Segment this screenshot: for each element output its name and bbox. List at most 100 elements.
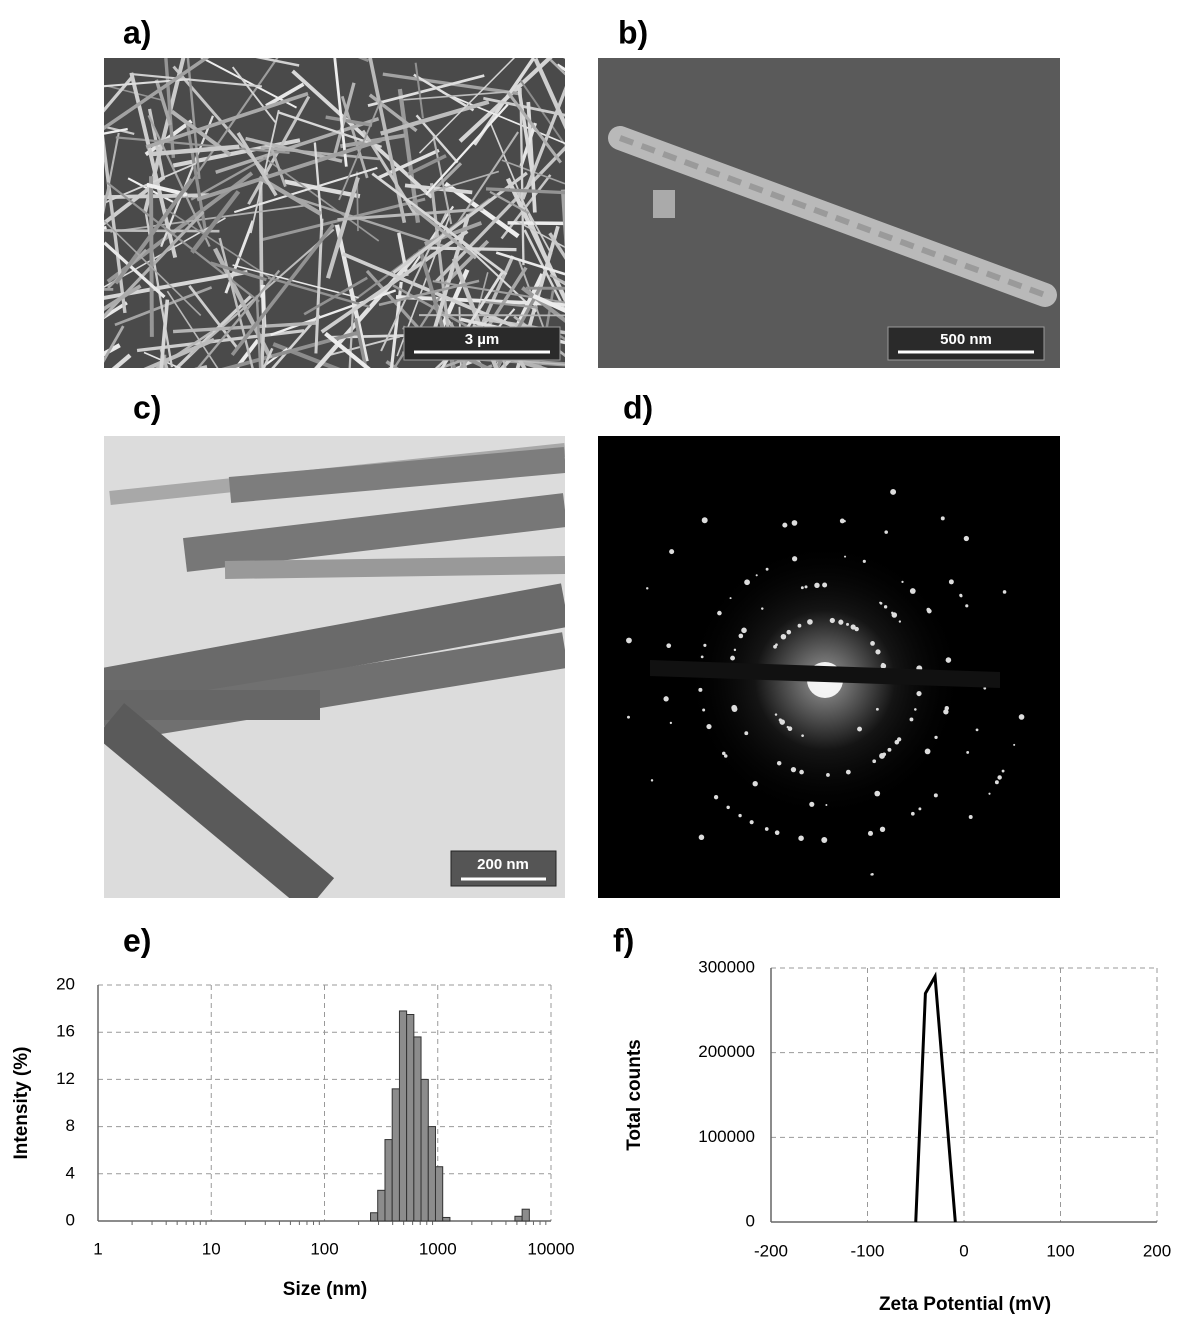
diffraction-spot [870, 641, 875, 646]
diffraction-spot [701, 655, 704, 658]
diffraction-spot [911, 812, 915, 816]
diffraction-spot [910, 588, 916, 594]
diffraction-spot [781, 634, 786, 639]
nanowire [8, 345, 119, 406]
diffraction-spot [838, 620, 843, 625]
diffraction-spot [918, 807, 921, 810]
diffraction-spot [779, 719, 784, 724]
nanowire [291, 375, 322, 410]
y-axis-label: Total counts [624, 1039, 645, 1151]
diffraction-spot [825, 804, 827, 806]
diffraction-spot [777, 761, 781, 765]
y-tick-label: 300000 [698, 957, 755, 976]
diffraction-spot [791, 767, 796, 772]
diffraction-spot [786, 630, 791, 635]
diffraction-spot [844, 556, 846, 558]
diffraction-spot [714, 795, 718, 799]
diffraction-spot [884, 530, 888, 534]
bar [421, 1079, 428, 1221]
diffraction-spot [901, 581, 903, 583]
nanowire [56, 326, 124, 446]
nanowire [151, 176, 152, 337]
diffraction-spot [1003, 590, 1007, 594]
diffraction-spot [879, 602, 881, 604]
bar [392, 1089, 399, 1221]
diffraction-spot [916, 691, 921, 696]
x-tick-label: -200 [754, 1241, 788, 1260]
nanowire [48, 324, 91, 343]
diffraction-spot [732, 706, 738, 712]
diffraction-spot [669, 549, 674, 554]
diffraction-spot [756, 574, 758, 576]
bar [435, 1167, 442, 1221]
diffraction-spot [988, 793, 990, 795]
bar [522, 1209, 529, 1221]
diffraction-spot [857, 727, 862, 732]
diffraction-spot [822, 582, 827, 587]
diffraction-spot [846, 623, 849, 626]
diffraction-spot [765, 827, 769, 831]
diffraction-spot [880, 827, 885, 832]
x-axis-label: Size (nm) [283, 1279, 367, 1300]
tem-image: 200 nm [104, 436, 565, 898]
diffraction-spot [722, 752, 726, 756]
nanowire [60, 369, 181, 414]
diffraction-spot [946, 657, 952, 663]
diffraction-spot [798, 835, 804, 841]
diffraction-spot [698, 688, 702, 692]
nanowire [39, 115, 94, 249]
diffraction-spot [895, 740, 900, 745]
x-tick-label: 0 [959, 1241, 968, 1260]
x-tick-label: 100 [310, 1239, 338, 1258]
diffraction-spot [846, 770, 851, 775]
diffraction-spot [1002, 770, 1005, 773]
diffraction-spot [730, 656, 735, 661]
diffraction-spot [809, 802, 814, 807]
diffraction-spot [627, 716, 630, 719]
diffraction-image [598, 436, 1060, 898]
diffraction-spot [966, 751, 969, 754]
diffraction-spot [854, 627, 858, 631]
diffraction-spot [914, 708, 917, 711]
nanowire [318, 40, 368, 60]
y-axis-label: Intensity (%) [11, 1047, 32, 1160]
nanowire [66, 228, 107, 237]
diffraction-spot [821, 837, 827, 843]
diffraction-spot [741, 628, 747, 634]
diffraction-spot [730, 597, 732, 599]
diffraction-spot [934, 736, 937, 739]
diffraction-spot [801, 586, 804, 589]
y-tick-label: 4 [66, 1163, 75, 1182]
diffraction-spot [773, 645, 777, 649]
panel-label: c) [133, 389, 161, 425]
diffraction-spot [750, 820, 754, 824]
diffraction-spot [717, 611, 722, 616]
diffraction-spot [726, 806, 729, 809]
y-tick-label: 12 [56, 1069, 75, 1088]
x-axis-label: Zeta Potential (mV) [879, 1294, 1051, 1315]
diffraction-spot [782, 523, 787, 528]
bar [371, 1213, 378, 1221]
diffraction-spot [739, 634, 744, 639]
line [916, 976, 956, 1222]
diffraction-spot [926, 608, 930, 612]
diffraction-spot [899, 620, 901, 622]
diffraction-spot [807, 619, 813, 625]
diffraction-spot [666, 643, 671, 648]
diffraction-spot [663, 696, 668, 701]
bar [443, 1217, 450, 1221]
diffraction-spot [744, 731, 748, 735]
diffraction-spot [626, 638, 632, 644]
diffraction-spot [872, 759, 876, 763]
diffraction-spot [890, 489, 896, 495]
panel-label: b) [618, 14, 648, 50]
scale-bar-label: 3 µm [465, 331, 500, 348]
diffraction-spot [766, 568, 769, 571]
diffraction-spot [840, 519, 845, 524]
bar [407, 1015, 414, 1222]
x-tick-label: 1 [93, 1239, 102, 1258]
x-tick-label: 1000 [419, 1239, 457, 1258]
scale-bar-label: 500 nm [940, 331, 992, 348]
nanowire [577, 66, 601, 153]
